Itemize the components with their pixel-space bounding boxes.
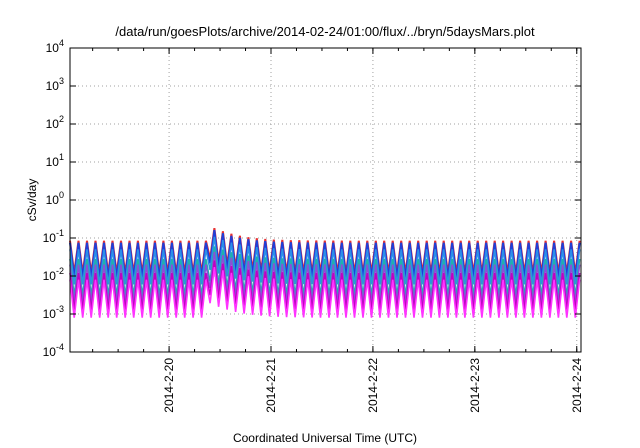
y-tick-label: 103: [46, 76, 64, 93]
series-line: [69, 260, 581, 310]
y-tick-label: 10-4: [43, 342, 64, 359]
series-line: [69, 251, 581, 303]
x-tick-labels: 2014-2-20 2014-2-21 2014-2-22 2014-2-23 2014…: [162, 358, 584, 413]
y-tick-label: 102: [46, 114, 64, 131]
series-layer: [69, 227, 581, 318]
chart-title: /data/run/goesPlots/archive/2014-02-24/0…: [115, 24, 535, 39]
tick-layer: [70, 47, 581, 353]
series-line: [69, 229, 581, 278]
series-line: [69, 246, 581, 296]
y-axis-label: cSv/day: [25, 179, 39, 222]
y-tick-label: 10-3: [43, 304, 64, 321]
series-line: [69, 236, 581, 285]
x-tick-label: 2014-2-22: [366, 358, 380, 413]
y-tick-label: 10-1: [43, 228, 64, 245]
y-tick-label: 104: [46, 38, 64, 55]
x-tick-label: 2014-2-23: [468, 358, 482, 413]
x-tick-label: 2014-2-24: [570, 358, 584, 413]
y-tick-label: 100: [46, 190, 64, 207]
y-tick-label: 101: [46, 152, 64, 169]
series-line: [69, 227, 581, 274]
x-tick-label: 2014-2-21: [264, 358, 278, 413]
x-axis-label: Coordinated Universal Time (UTC): [233, 431, 417, 445]
y-tick-label: 10-2: [43, 266, 64, 283]
y-tick-labels: 10-4 10-3 10-2 10-1 100 101 102 103 104: [43, 38, 64, 359]
series-line: [69, 267, 581, 318]
grid-layer: [70, 48, 581, 352]
x-tick-label: 2014-2-20: [162, 358, 176, 413]
